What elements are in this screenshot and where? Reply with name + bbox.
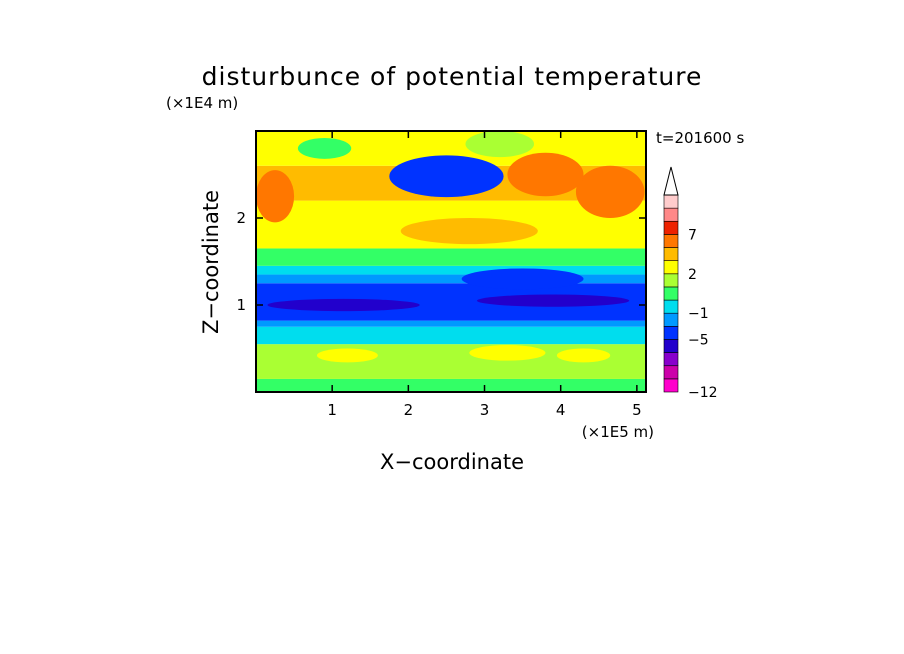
colorbar-swatch-6 — [663, 299, 679, 314]
field-band-0 — [256, 378, 646, 392]
field-feature-12 — [267, 298, 420, 312]
colorbar-label-0: −12 — [688, 385, 718, 401]
field-feature-11 — [556, 348, 611, 363]
colorbar-label-3: 2 — [688, 267, 697, 283]
time-label: t=201600 s — [656, 129, 744, 147]
colorbar-swatch-7 — [663, 286, 679, 301]
chart-title: disturbunce of potential temperature — [202, 62, 703, 91]
colorbar-label-2: −1 — [688, 306, 709, 322]
y-axis-label: Z−coordinate — [199, 190, 223, 334]
colorbar-swatch-3 — [663, 339, 679, 353]
field-band-3 — [256, 320, 646, 327]
field-feature-1 — [389, 155, 504, 198]
x-tick-label-1: 2 — [404, 401, 414, 419]
field-feature-6 — [465, 131, 535, 158]
colorbar-swatch-9 — [663, 260, 679, 275]
colorbar: −12−5−127 — [663, 166, 718, 401]
x-axis-label: X−coordinate — [380, 450, 524, 474]
y-axis: 12 — [236, 209, 646, 314]
y-unit-label: (×1E4 m) — [166, 94, 238, 112]
colorbar-swatch-10 — [663, 247, 679, 261]
colorbar-swatch-12 — [663, 220, 679, 235]
field-feature-10 — [469, 345, 546, 361]
field-feature-9 — [316, 348, 378, 363]
x-tick-label-0: 1 — [327, 401, 337, 419]
colorbar-swatch-14 — [663, 194, 679, 209]
y-tick-label-1: 2 — [236, 209, 246, 227]
colorbar-swatch-5 — [663, 312, 679, 327]
colorbar-swatch-0 — [663, 378, 679, 393]
field-feature-3 — [575, 165, 645, 218]
x-unit-label: (×1E5 m) — [582, 423, 654, 441]
colorbar-swatch-4 — [663, 326, 679, 340]
colorbar-label-4: 7 — [688, 227, 697, 243]
field-feature-13 — [476, 294, 630, 307]
field-band-6 — [256, 265, 646, 275]
y-tick-label-0: 1 — [236, 296, 246, 314]
field-band-7 — [256, 248, 646, 266]
field-band-2 — [256, 326, 646, 345]
colorbar-swatch-8 — [663, 273, 679, 288]
x-tick-label-3: 4 — [556, 401, 566, 419]
field-feature-5 — [400, 218, 538, 245]
plot-frame — [255, 130, 647, 393]
field-feature-4 — [507, 152, 584, 197]
field-layer — [256, 131, 646, 392]
x-axis: 1 2 3 4 5 — [327, 131, 642, 419]
colorbar-swatch-1 — [663, 365, 679, 380]
x-tick-label-2: 3 — [480, 401, 490, 419]
colorbar-extend-triangle — [663, 166, 679, 196]
field-feature-8 — [461, 268, 584, 290]
colorbar-swatch-2 — [663, 352, 679, 367]
field-feature-7 — [297, 137, 352, 159]
colorbar-swatch-13 — [663, 207, 679, 222]
field-band-5 — [256, 274, 646, 284]
colorbar-swatch-11 — [663, 234, 679, 248]
field-feature-2 — [256, 170, 295, 223]
plot-area — [255, 130, 647, 393]
colorbar-label-1: −5 — [688, 332, 709, 348]
x-tick-label-4: 5 — [632, 401, 642, 419]
